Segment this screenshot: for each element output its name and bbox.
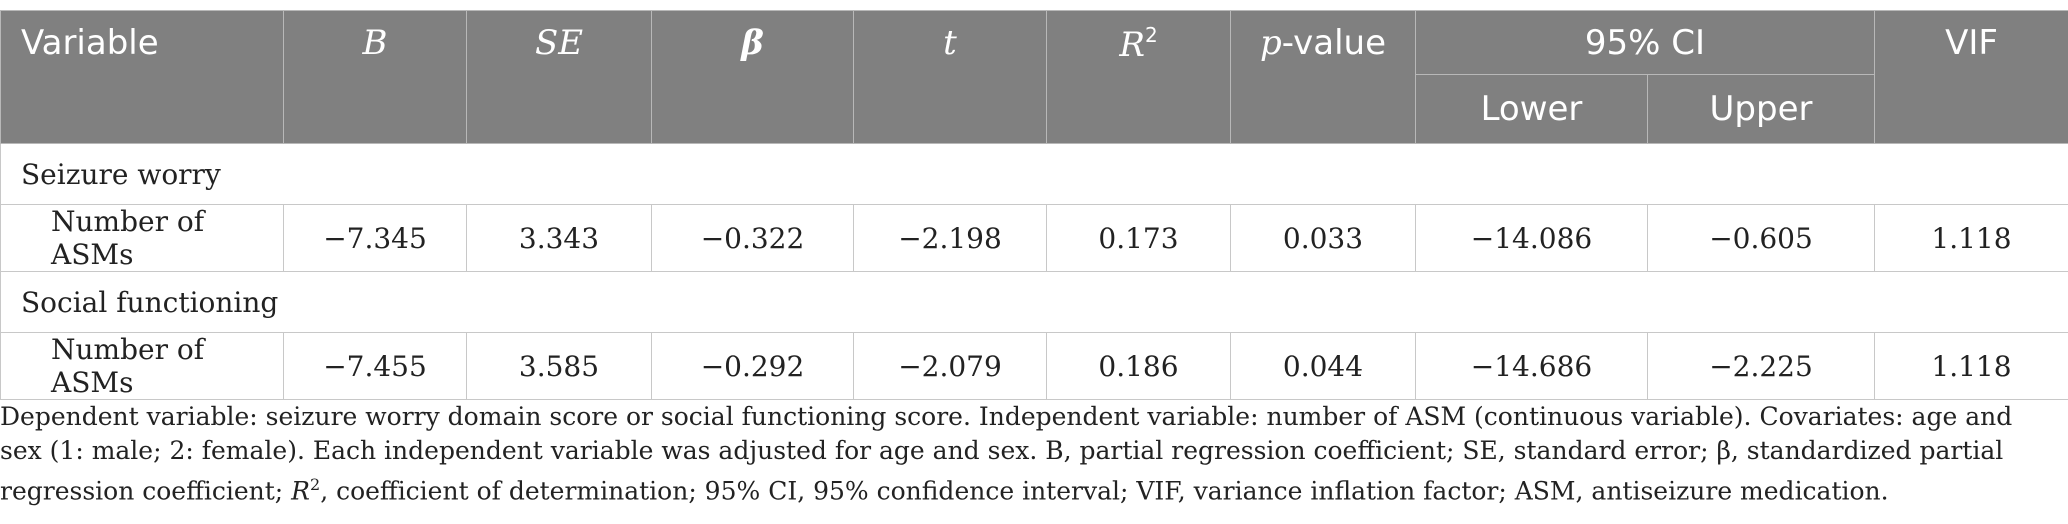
cell-b: −7.345 (283, 204, 467, 272)
cell-se: 3.585 (466, 332, 652, 400)
header-variable: Variable (0, 10, 284, 144)
regression-table: Variable B SE β t R2 p-value 95% CI VIF … (0, 10, 2068, 400)
cell-ci-lower: −14.086 (1415, 204, 1648, 272)
cell-vif: 1.118 (1874, 332, 2068, 400)
header-se: SE (466, 10, 652, 144)
cell-ci-upper: −2.225 (1647, 332, 1875, 400)
table-footnote: Dependent variable: seizure worry domain… (0, 402, 2013, 506)
table-row: Number of ASMs −7.455 3.585 −0.292 −2.07… (0, 332, 2068, 400)
header-95-ci: 95% CI (1415, 10, 1875, 75)
cell-p-value: 0.044 (1230, 332, 1416, 400)
header-p-value: p-value (1230, 10, 1416, 144)
header-b: B (283, 10, 467, 144)
header-ci-upper: Upper (1647, 74, 1875, 144)
cell-p-value: 0.033 (1230, 204, 1416, 272)
header-beta: β (651, 10, 854, 144)
cell-ci-upper: −0.605 (1647, 204, 1875, 272)
cell-ci-lower: −14.686 (1415, 332, 1648, 400)
cell-t: −2.198 (853, 204, 1047, 272)
group-title: Social functioning (0, 271, 2068, 333)
header-vif: VIF (1874, 10, 2068, 144)
cell-r2: 0.173 (1046, 204, 1231, 272)
row-label: Number of ASMs (0, 332, 284, 400)
cell-r2: 0.186 (1046, 332, 1231, 400)
table-row: Number of ASMs −7.345 3.343 −0.322 −2.19… (0, 204, 2068, 272)
header-r2: R2 (1046, 10, 1231, 144)
cell-b: −7.455 (283, 332, 467, 400)
header-t: t (853, 10, 1047, 144)
cell-beta: −0.292 (651, 332, 854, 400)
group-title: Seizure worry (0, 143, 2068, 205)
cell-vif: 1.118 (1874, 204, 2068, 272)
cell-se: 3.343 (466, 204, 652, 272)
cell-beta: −0.322 (651, 204, 854, 272)
header-ci-lower: Lower (1415, 74, 1648, 144)
row-label: Number of ASMs (0, 204, 284, 272)
group-row-social-functioning: Social functioning (0, 271, 2068, 333)
group-row-seizure-worry: Seizure worry (0, 143, 2068, 205)
cell-t: −2.079 (853, 332, 1047, 400)
